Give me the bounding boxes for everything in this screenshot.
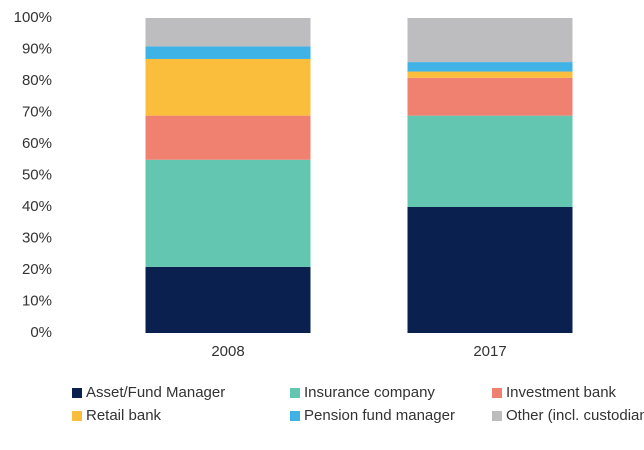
legend-label: Retail bank <box>86 407 162 424</box>
bar-segment <box>407 62 573 72</box>
legend-swatch <box>492 411 502 421</box>
legend-swatch <box>290 411 300 421</box>
y-tick-label: 80% <box>22 72 52 89</box>
x-tick-label: 2017 <box>473 343 506 360</box>
y-tick-label: 40% <box>22 198 52 215</box>
bar-segment <box>145 58 311 116</box>
legend-label: Pension fund manager <box>304 407 455 424</box>
y-tick-label: 20% <box>22 261 52 278</box>
legend-label: Asset/Fund Manager <box>86 384 225 401</box>
legend-swatch <box>290 388 300 398</box>
legend-label: Investment bank <box>506 384 617 401</box>
bar-segment <box>407 71 573 78</box>
bar-segment <box>407 207 573 333</box>
y-tick-label: 0% <box>30 324 52 341</box>
legend-swatch <box>72 388 82 398</box>
y-tick-label: 60% <box>22 135 52 152</box>
bar-segment <box>145 266 311 333</box>
bar-segment <box>145 115 311 160</box>
y-tick-label: 50% <box>22 166 52 183</box>
legend-label: Other (incl. custodian banks) <box>506 407 644 424</box>
bar-segment <box>145 159 311 267</box>
y-tick-label: 30% <box>22 229 52 246</box>
bar-segment <box>145 18 311 47</box>
bar-segment <box>407 77 573 116</box>
y-tick-label: 100% <box>14 9 52 26</box>
x-tick-label: 2008 <box>211 343 244 360</box>
legend-swatch <box>492 388 502 398</box>
legend-swatch <box>72 411 82 421</box>
y-tick-label: 10% <box>22 292 52 309</box>
y-tick-label: 70% <box>22 103 52 120</box>
legend-label: Insurance company <box>304 384 435 401</box>
bar-segment <box>407 115 573 207</box>
y-tick-label: 90% <box>22 40 52 57</box>
bar-segment <box>145 46 311 59</box>
bar-segment <box>407 18 573 63</box>
